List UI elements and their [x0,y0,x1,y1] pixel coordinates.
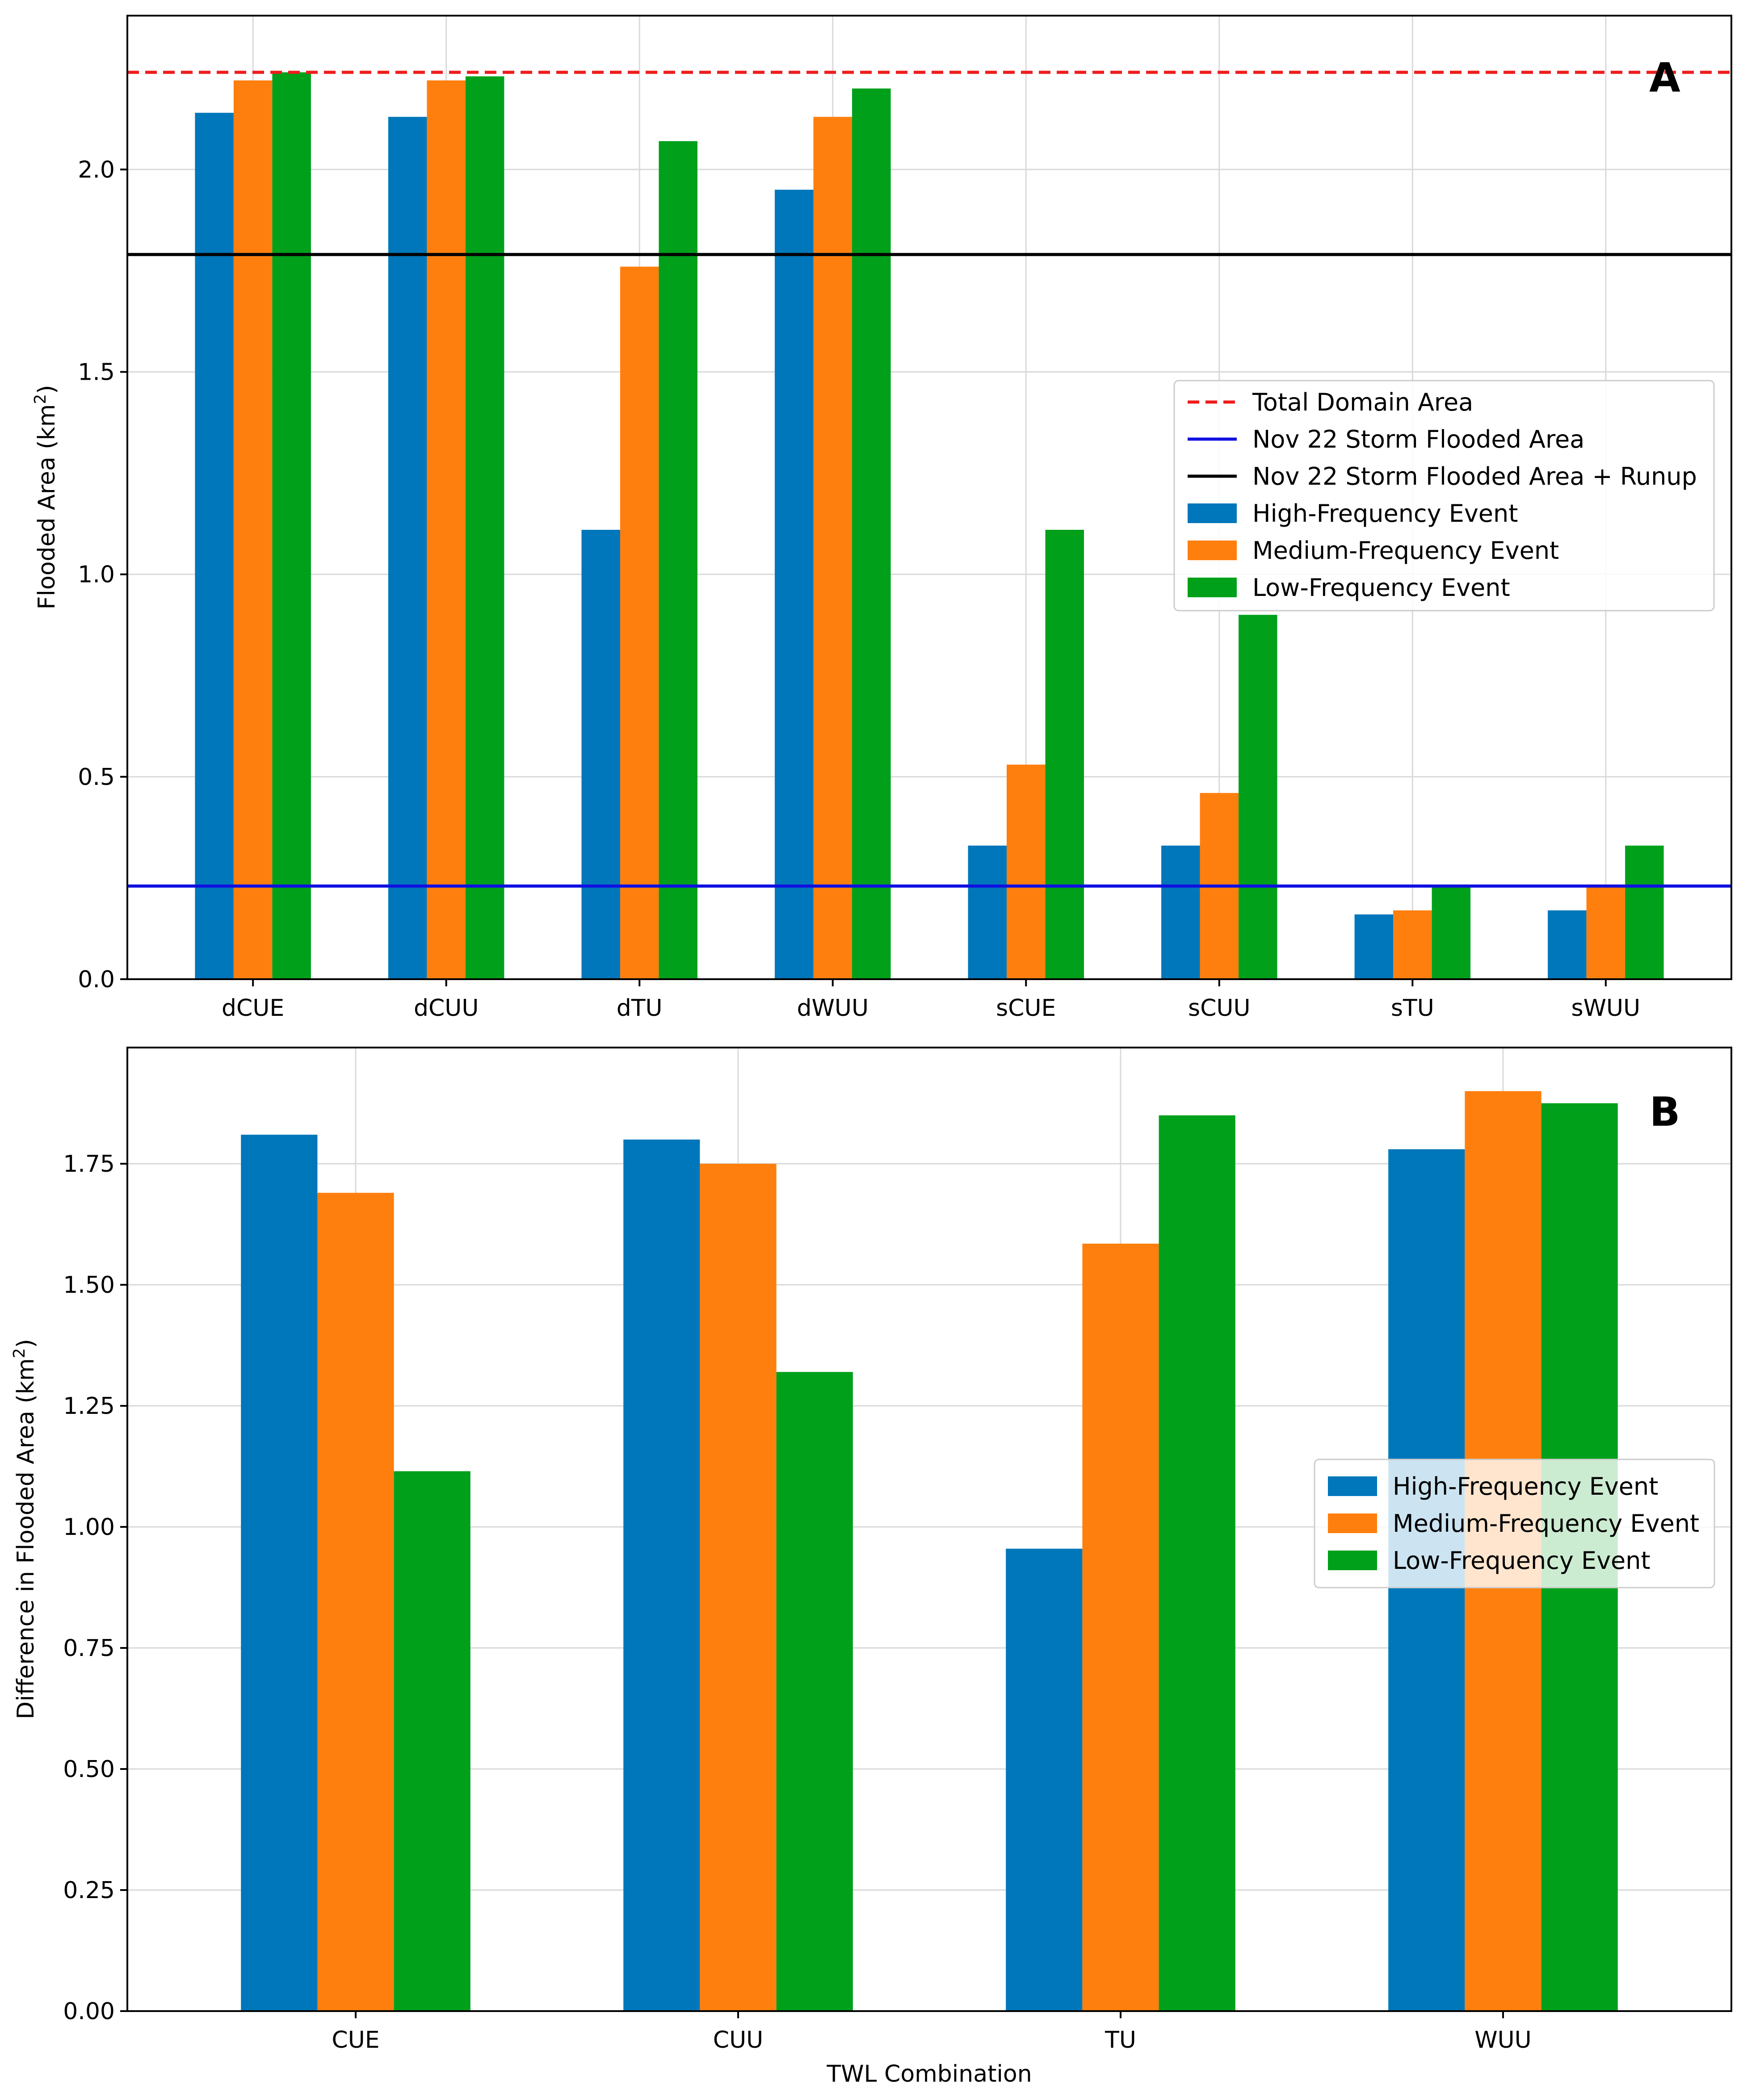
panel-b-bar-cuu-medium-frequency-event [700,1164,777,2011]
panel-a-y-tick-label: 0.5 [78,764,115,791]
panel-b-y-tick-label: 0.00 [63,1998,115,2025]
panel-a-legend-box [1173,380,1715,612]
panel-a-bar-scue-low-frequency-event [1045,530,1084,979]
panel-b: 0.00 0.25 0.50 0.75 1.00 1.25 1.50 1.75 CUE CUU T… [10,1047,1732,2087]
panel-a-y-tick-label: 1.5 [78,359,115,386]
panel-a-legend-label-high-frequency-event: High-Frequency Event [1252,499,1518,528]
panel-b-x-tick-label-cue: CUE [332,2027,379,2054]
panel-a-bar-dcue-low-frequency-event [272,72,311,980]
panel-a-legend-label-nov-22-storm-flooded-area: Nov 22 Storm Flooded Area [1252,425,1584,453]
panel-a-y-tick-label: 0.0 [78,966,115,993]
panel-a-bar-dcue-high-frequency-event [195,113,234,980]
panel-a-bar-scuu-low-frequency-event [1239,615,1277,979]
panel-a-legend-label-nov-22-storm-flooded-area-runup: Nov 22 Storm Flooded Area + Runup [1252,462,1697,490]
panel-a-y-axis-label: Flooded Area (km2) [31,385,60,610]
panel-a-x-tick-label-scue: sCUE [996,995,1056,1022]
panel-a-legend-label-low-frequency-event: Low-Frequency Event [1252,574,1510,602]
panel-a-x-tick-label-dcuu: dCUU [414,995,479,1022]
panel-a-x-ticks: dCUE dCUU dTU dWUU sCUE sCUU sTU sWUU [222,979,1640,1022]
panel-a-bar-swuu-medium-frequency-event [1586,886,1625,979]
panel-b-legend-swatch-high-frequency-event [1328,1476,1377,1496]
panel-a-bar-swuu-low-frequency-event [1625,845,1664,979]
panel-a-legend-swatch-medium-frequency-event [1188,541,1237,560]
panel-a-bar-dtu-low-frequency-event [659,141,697,979]
panel-a-bar-dwuu-low-frequency-event [852,88,891,979]
panel-a-bar-scue-medium-frequency-event [1007,764,1046,979]
panel-b-x-ticks: CUE CUU TU WUU [332,2011,1532,2054]
panel-a-bar-dwuu-medium-frequency-event [813,117,852,979]
panel-b-legend: High-Frequency Event Medium-Frequency Eve… [1314,1459,1715,1589]
panel-b-y-tick-label: 0.25 [63,1877,115,1904]
panel-a-bar-dtu-medium-frequency-event [620,266,659,979]
panel-a-frame [126,15,1732,980]
panel-a-legend: Total Domain Area Nov 22 Storm Flooded Ar… [1173,380,1715,612]
panel-b-bar-tu-high-frequency-event [1006,1548,1083,2011]
panel-b-bar-tu-medium-frequency-event [1082,1243,1159,2011]
panel-a-x-tick-label-dwuu: dWUU [797,995,869,1022]
panel-b-x-axis-label: TWL Combination [826,2061,1032,2087]
panel-a-legend-label-medium-frequency-event: Medium-Frequency Event [1252,537,1559,565]
panel-b-x-tick-label-tu: TU [1105,2027,1136,2054]
panel-a-bar-scue-high-frequency-event [968,845,1007,979]
panel-a-bar-stu-high-frequency-event [1354,914,1394,979]
panel-a-bar-dtu-high-frequency-event [581,530,620,979]
panel-b-y-tick-label: 1.00 [63,1514,115,1541]
panel-a-bar-stu-medium-frequency-event [1393,910,1432,979]
panel-b-y-axis-label: Difference in Flooded Area (km2) [10,1339,39,1719]
panel-a-x-tick-label-scuu: sCUU [1188,995,1251,1022]
panel-a-bar-scuu-high-frequency-event [1161,845,1200,979]
panel-a-bar-dcuu-low-frequency-event [465,76,504,980]
panel-b-bar-cuu-low-frequency-event [776,1372,853,2011]
panel-b-legend-label-high-frequency-event: High-Frequency Event [1393,1472,1658,1501]
panel-a-bar-dcuu-high-frequency-event [388,117,427,979]
panel-a: 0.0 0.5 1.0 1.5 2.0 dCUE dCUU dTU dWUU sCUE sCUU s… [31,15,1732,1022]
panel-b-legend-swatch-low-frequency-event [1328,1551,1377,1570]
panel-a-bar-dcuu-medium-frequency-event [427,80,466,979]
panel-b-y-tick-label: 0.75 [63,1635,115,1662]
panel-a-bar-dcue-medium-frequency-event [233,80,273,979]
panel-a-bar-dwuu-high-frequency-event [774,189,814,979]
panel-b-legend-box [1314,1459,1715,1589]
panel-b-y-tick-label: 1.25 [63,1393,115,1420]
panel-b-bar-cue-medium-frequency-event [317,1193,394,2011]
panel-b-x-tick-label-wuu: WUU [1474,2027,1532,2054]
panel-a-y-tick-label: 2.0 [78,156,115,183]
panel-b-frame [126,1047,1732,2012]
panel-b-bar-tu-low-frequency-event [1159,1115,1235,2011]
panel-a-x-tick-label-stu: sTU [1391,995,1434,1022]
panel-a-legend-swatch-high-frequency-event [1188,503,1237,523]
panel-b-y-tick-label: 1.75 [63,1151,115,1178]
panel-b-bar-cue-high-frequency-event [241,1135,318,2011]
panel-b-bar-cuu-high-frequency-event [623,1139,700,2011]
panel-a-bars [195,72,1664,980]
panel-a-letter: A [1649,54,1680,101]
panel-b-x-tick-label-cuu: CUU [713,2027,763,2054]
panel-b-y-tick-label: 1.50 [63,1272,115,1299]
panel-a-y-ticks: 0.0 0.5 1.0 1.5 2.0 [78,156,127,993]
panel-a-reference-lines [127,71,1731,888]
panel-a-x-tick-label-dcue: dCUE [222,995,284,1022]
panel-a-y-tick-label: 1.0 [78,562,115,588]
panel-b-bars [241,1091,1618,2011]
panel-a-x-tick-label-dtu: dTU [617,995,663,1022]
panel-a-legend-label-total-domain-area: Total Domain Area [1252,388,1473,416]
panel-b-legend-label-low-frequency-event: Low-Frequency Event [1393,1547,1651,1575]
panel-b-legend-swatch-medium-frequency-event [1328,1513,1377,1533]
panel-a-x-tick-label-swuu: sWUU [1571,995,1641,1022]
panel-a-bar-stu-low-frequency-event [1432,886,1471,979]
panel-b-bar-cue-low-frequency-event [394,1471,470,2011]
panel-b-legend-label-medium-frequency-event: Medium-Frequency Event [1393,1509,1699,1538]
panel-b-y-ticks: 0.00 0.25 0.50 0.75 1.00 1.25 1.50 1.75 [63,1151,127,2025]
panel-a-bar-swuu-high-frequency-event [1548,910,1587,979]
panel-b-letter: B [1650,1089,1680,1136]
panel-a-legend-swatch-low-frequency-event [1188,578,1237,597]
panel-b-y-tick-label: 0.50 [63,1756,115,1783]
